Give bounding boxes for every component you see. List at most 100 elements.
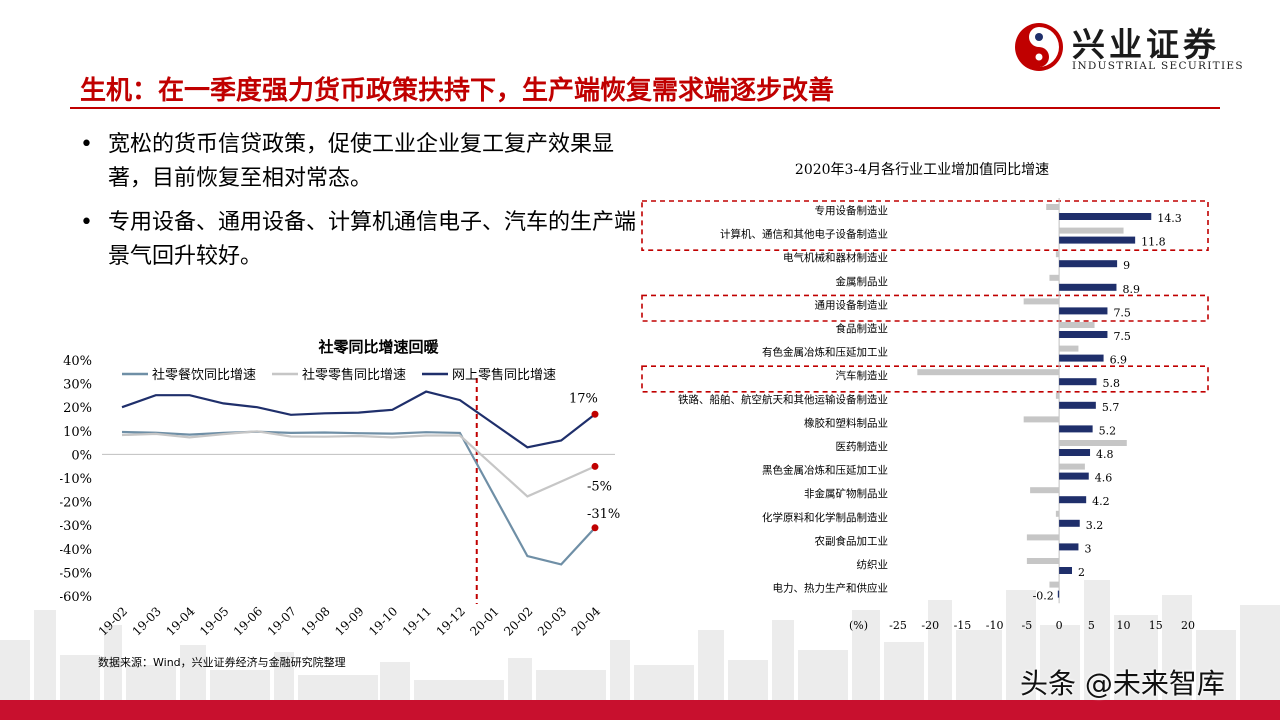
x-tick-label: 20 — [1181, 619, 1195, 632]
bar-value-label: 5.8 — [1102, 377, 1120, 390]
endpoint-label: -5% — [587, 479, 612, 494]
bar-value-label: 5.2 — [1099, 424, 1117, 437]
bar-series-1 — [1059, 236, 1136, 244]
x-tick-label: 19-10 — [366, 604, 400, 638]
x-tick-label: 19-07 — [265, 604, 299, 638]
category-label: 电力、热力生产和供应业 — [773, 582, 889, 595]
x-tick-label: 19-02 — [96, 604, 130, 638]
y-tick-label: -10% — [60, 472, 92, 487]
watermark: 头条 @未来智库 — [1020, 667, 1225, 700]
x-tick-label: 0 — [1056, 619, 1063, 632]
bar-series-1 — [1059, 260, 1118, 268]
bar-series-1 — [1059, 425, 1093, 433]
category-label: 黑色金属冶炼和压延加工业 — [762, 464, 888, 477]
series-line — [121, 430, 596, 566]
endpoint-marker — [591, 462, 599, 470]
category-label: 医药制造业 — [836, 440, 889, 453]
category-label: 橡胶和塑料制品业 — [804, 416, 888, 429]
bar-value-label: 4.2 — [1092, 495, 1110, 508]
bar-series-1 — [1059, 449, 1091, 456]
x-tick-label: 15 — [1149, 619, 1163, 632]
legend-label: 网上零售同比增速 — [452, 367, 556, 383]
y-tick-label: 10% — [63, 425, 92, 440]
bar-series-0 — [1055, 392, 1060, 399]
bar-series-1 — [1059, 354, 1104, 362]
bar-series-1 — [1059, 567, 1072, 574]
bar-series-1 — [1057, 590, 1060, 598]
x-tick-label: 20-01 — [467, 604, 501, 638]
category-label: 食品制造业 — [836, 322, 889, 335]
x-tick-label: -15 — [954, 619, 972, 632]
x-tick-label: 19-05 — [197, 604, 231, 638]
y-tick-label: -20% — [60, 496, 92, 511]
category-label: 铁路、船舶、航空航天和其他运输设备制造业 — [678, 393, 888, 406]
retail-sales-line-chart: 社零同比增速回暖 40% 30% 20% 10% 0% -10% -20% -30% -40% -5… — [60, 338, 620, 639]
bullet-item: • 宽松的货币信贷政策，促使工业企业复工复产效果显著，目前恢复至相对常态。 — [80, 128, 640, 196]
y-tick-label: 20% — [63, 401, 92, 416]
y-tick-label: 40% — [63, 354, 92, 369]
bar-value-label: 2 — [1078, 566, 1085, 579]
bullet-text: 专用设备、通用设备、计算机通信电子、汽车的生产端景气回升较好。 — [108, 210, 637, 269]
highlight-box — [641, 365, 1209, 393]
bar-value-label: 8.9 — [1122, 283, 1140, 296]
x-tick-label: 19-09 — [332, 604, 366, 638]
bar-series-1 — [1059, 496, 1087, 504]
bar-series-0 — [1023, 298, 1060, 305]
category-label: 化学原料和化学制品制造业 — [762, 511, 888, 524]
bullet-list: • 宽松的货币信贷政策，促使工业企业复工复产效果显著，目前恢复至相对常态。 • … — [80, 128, 640, 284]
bar-value-label: 9 — [1123, 259, 1130, 272]
x-tick-label: 19-06 — [231, 604, 265, 638]
source-note: 数据来源：Wind，兴业证券经济与金融研究院整理 — [98, 656, 346, 669]
bar-series-1 — [1059, 307, 1108, 315]
chart-title: 2020年3-4月各行业工业增加值同比增速 — [795, 162, 1049, 178]
bar-value-label: 4.6 — [1095, 472, 1113, 485]
bullet-item: • 专用设备、通用设备、计算机通信电子、汽车的生产端景气回升较好。 — [80, 206, 640, 274]
bar-series-0 — [917, 369, 1060, 376]
category-label: 电气机械和器材制造业 — [783, 251, 888, 264]
x-tick-label: 19-11 — [400, 604, 434, 638]
bar-series-0 — [1055, 251, 1060, 258]
y-tick-label: -60% — [60, 590, 92, 605]
logo-text-en: INDUSTRIAL SECURITIES — [1072, 60, 1244, 72]
legend-label: 社零餐饮同比增速 — [152, 367, 256, 383]
x-tick-label: 19-12 — [434, 604, 468, 638]
bar-series-1 — [1059, 472, 1089, 480]
category-label: 农副食品加工业 — [815, 534, 889, 547]
bar-series-0 — [1026, 534, 1060, 541]
category-label: 纺织业 — [857, 558, 889, 571]
bar-series-0 — [1049, 274, 1060, 281]
bar-value-label: 14.3 — [1157, 212, 1182, 225]
bar-series-1 — [1059, 283, 1117, 291]
legend-label: 社零零售同比增速 — [302, 367, 406, 383]
logo-text-cn: 兴业证券 — [1072, 25, 1220, 64]
bar-series-1 — [1059, 519, 1080, 527]
series-line — [121, 430, 596, 498]
endpoint-label: -31% — [587, 507, 620, 522]
chart-title: 社零同比增速回暖 — [317, 338, 439, 356]
endpoint-marker — [591, 524, 599, 532]
x-tick-label: 20-02 — [501, 604, 535, 638]
y-tick-label: 0% — [71, 448, 92, 463]
x-tick-label: -10 — [986, 619, 1004, 632]
highlight-box — [641, 200, 1209, 252]
bar-series-0 — [1059, 345, 1079, 352]
bar-series-0 — [1059, 322, 1095, 328]
x-tick-label: 5 — [1088, 619, 1095, 632]
bullet-glyph: • — [80, 132, 93, 157]
footer-bar — [0, 700, 1280, 720]
y-tick-label: -50% — [60, 566, 92, 581]
category-label: 计算机、通信和其他电子设备制造业 — [720, 228, 888, 241]
bar-series-1 — [1059, 331, 1108, 338]
bar-value-label: 7.5 — [1113, 330, 1131, 343]
bar-value-label: 11.8 — [1141, 236, 1166, 249]
bar-series-0 — [1059, 463, 1085, 470]
bar-series-1 — [1059, 401, 1096, 409]
x-tick-label: 10 — [1117, 619, 1131, 632]
category-label: 专用设备制造业 — [815, 204, 889, 217]
bar-series-0 — [1023, 416, 1060, 423]
bar-value-label: 4.8 — [1096, 448, 1114, 461]
brand-emblem-icon — [1015, 23, 1063, 71]
bar-series-0 — [1059, 440, 1127, 446]
y-tick-label: -40% — [60, 543, 92, 558]
